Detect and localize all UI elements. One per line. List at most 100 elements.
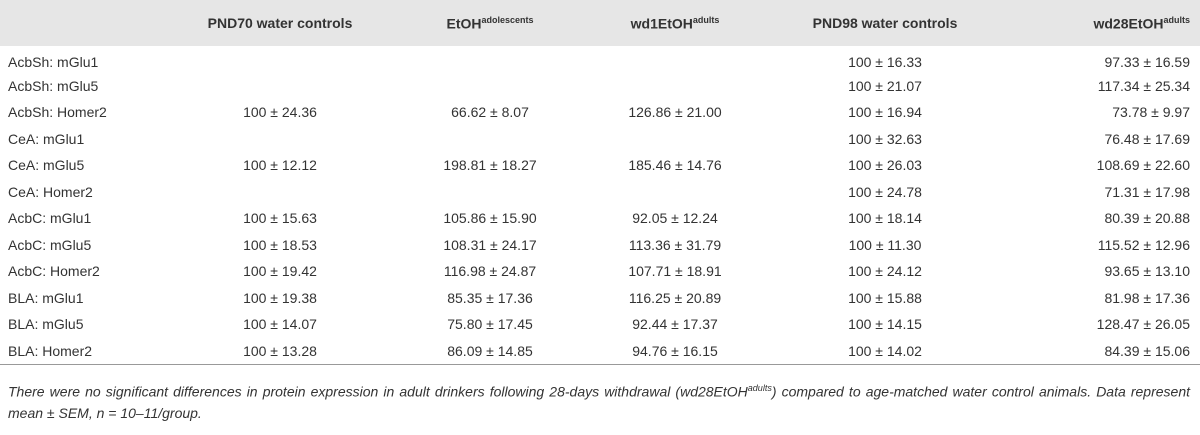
cell: 86.09 ± 14.85: [447, 342, 533, 359]
cell: 100 ± 15.63: [243, 210, 317, 227]
table-row: AcbC: mGlu1 100 ± 15.63 105.86 ± 15.90 92.0…: [0, 205, 1200, 232]
cell: 100 ± 19.42: [243, 263, 317, 280]
table-body: AcbSh: mGlu1 100 ± 16.33 97.33 ± 16.59 AcbS…: [0, 46, 1200, 364]
cell: [170, 179, 390, 206]
row-label: AcbSh: mGlu1: [8, 54, 99, 71]
cell: [590, 179, 760, 206]
cell: 92.44 ± 17.37: [632, 316, 718, 333]
header-text: PND98 water controls: [812, 15, 958, 31]
row-label: CeA: mGlu5: [8, 157, 85, 174]
cell: 76.48 ± 17.69: [1104, 130, 1190, 147]
cell: [170, 46, 390, 73]
row-label: BLA: mGlu1: [8, 289, 84, 306]
cell: 100 ± 24.36: [243, 104, 317, 121]
table-row: AcbSh: mGlu5 100 ± 21.07 117.34 ± 25.34: [0, 73, 1200, 100]
footnote-sup: adults: [747, 382, 772, 393]
cell: 100 ± 24.12: [848, 263, 922, 280]
cell: 94.76 ± 16.15: [632, 342, 718, 359]
header-cell: PND70 water controls: [170, 0, 390, 46]
header-text: wd28EtOH: [1093, 15, 1164, 32]
cell: 108.69 ± 22.60: [1096, 157, 1190, 174]
cell: 73.78 ± 9.97: [1112, 104, 1190, 121]
cell: 100 ± 12.12: [243, 157, 317, 174]
cell: 100 ± 18.14: [848, 210, 922, 227]
cell: [390, 73, 590, 100]
cell: 93.65 ± 13.10: [1104, 263, 1190, 280]
footnote-text: ) compared to age-matched water control …: [8, 383, 1190, 422]
cell: 66.62 ± 8.07: [451, 104, 529, 121]
cell: 108.31 ± 24.17: [443, 236, 537, 253]
header-sup: adults: [692, 14, 720, 25]
cell: 116.98 ± 24.87: [443, 263, 537, 280]
row-label: AcbSh: mGlu5: [8, 77, 99, 94]
cell: 100 ± 24.78: [848, 183, 922, 200]
row-label: BLA: mGlu5: [8, 316, 84, 333]
data-table: PND70 water controls EtOHadolescents wd1Et…: [0, 0, 1200, 364]
header-cell: [0, 0, 170, 46]
cell: [170, 126, 390, 153]
cell: [590, 126, 760, 153]
header-text: PND70 water controls: [207, 15, 353, 31]
cell: 107.71 ± 18.91: [628, 263, 722, 280]
cell: 71.31 ± 17.98: [1104, 183, 1190, 200]
cell: 116.25 ± 20.89: [628, 289, 722, 306]
cell: 100 ± 26.03: [848, 157, 922, 174]
cell: 100 ± 14.15: [848, 316, 922, 333]
header-text: wd1EtOH: [630, 15, 693, 32]
cell: 128.47 ± 26.05: [1096, 316, 1190, 333]
cell: [390, 46, 590, 73]
table-row: BLA: mGlu5 100 ± 14.07 75.80 ± 17.45 92.44 …: [0, 311, 1200, 338]
cell: 100 ± 15.88: [848, 289, 922, 306]
cell: 100 ± 18.53: [243, 236, 317, 253]
row-label: AcbC: mGlu1: [8, 210, 92, 227]
cell: [170, 73, 390, 100]
row-label: BLA: Homer2: [8, 342, 93, 359]
cell: 84.39 ± 15.06: [1104, 342, 1190, 359]
header-row: PND70 water controls EtOHadolescents wd1Et…: [0, 0, 1200, 46]
cell: 75.80 ± 17.45: [447, 316, 533, 333]
cell: [390, 126, 590, 153]
cell: 100 ± 14.07: [243, 316, 317, 333]
cell: [590, 46, 760, 73]
table-row: CeA: Homer2 100 ± 24.78 71.31 ± 17.98: [0, 179, 1200, 206]
table-row: AcbSh: mGlu1 100 ± 16.33 97.33 ± 16.59: [0, 46, 1200, 73]
table-row: AcbC: mGlu5 100 ± 18.53 108.31 ± 24.17 113.…: [0, 232, 1200, 259]
cell: 100 ± 19.38: [243, 289, 317, 306]
row-label: AcbC: Homer2: [8, 263, 100, 280]
cell: 113.36 ± 31.79: [628, 236, 722, 253]
header-sup: adults: [1163, 14, 1190, 25]
row-label: CeA: mGlu1: [8, 130, 85, 147]
cell: 100 ± 16.94: [848, 104, 922, 121]
footnote-text: There were no significant differences in…: [8, 383, 748, 400]
header-cell: EtOHadolescents: [390, 0, 590, 46]
header-cell: PND98 water controls: [760, 0, 1010, 46]
header-text: EtOH: [446, 15, 482, 32]
header-cell: wd28EtOHadults: [1010, 0, 1200, 46]
cell: 117.34 ± 25.34: [1097, 77, 1190, 94]
cell: 100 ± 21.07: [848, 77, 922, 94]
cell: 97.33 ± 16.59: [1104, 54, 1190, 71]
table-row: CeA: mGlu5 100 ± 12.12 198.81 ± 18.27 185.4…: [0, 152, 1200, 179]
cell: 100 ± 16.33: [848, 54, 922, 71]
header-cell: wd1EtOHadults: [590, 0, 760, 46]
footnote: There were no significant differences in…: [0, 365, 1200, 425]
header-sup: adolescents: [481, 14, 534, 25]
cell: [590, 73, 760, 100]
cell: 92.05 ± 12.24: [632, 210, 718, 227]
cell: 198.81 ± 18.27: [443, 157, 537, 174]
cell: 100 ± 11.30: [848, 236, 922, 253]
table-row: AcbC: Homer2 100 ± 19.42 116.98 ± 24.87 107…: [0, 258, 1200, 285]
cell: 126.86 ± 21.00: [628, 104, 722, 121]
cell: 185.46 ± 14.76: [628, 157, 722, 174]
cell: 100 ± 32.63: [848, 130, 922, 147]
cell: 80.39 ± 20.88: [1104, 210, 1190, 227]
row-label: AcbC: mGlu5: [8, 236, 92, 253]
table-row: BLA: Homer2 100 ± 13.28 86.09 ± 14.85 94.76…: [0, 338, 1200, 365]
table-row: BLA: mGlu1 100 ± 19.38 85.35 ± 17.36 116.25…: [0, 285, 1200, 312]
row-label: CeA: Homer2: [8, 183, 93, 200]
cell: 85.35 ± 17.36: [447, 289, 533, 306]
cell: 81.98 ± 17.36: [1104, 289, 1190, 306]
row-label: AcbSh: Homer2: [8, 104, 107, 121]
cell: 100 ± 14.02: [848, 342, 922, 359]
